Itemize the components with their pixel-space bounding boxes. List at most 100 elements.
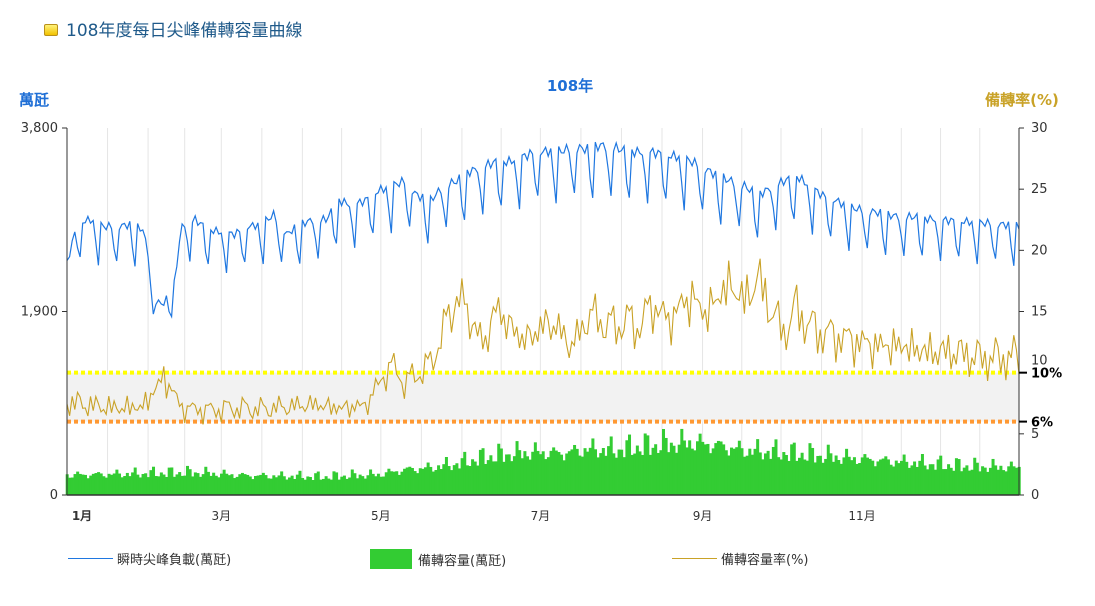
y-right-tick-label-1: 5: [1031, 427, 1039, 442]
page-title: 108年度每日尖峰備轉容量曲線: [66, 21, 303, 41]
bar-reserve-360: [1004, 471, 1008, 495]
legend-item-rate[interactable]: 備轉容量率(%): [672, 549, 809, 568]
chart-header: 108年度每日尖峰備轉容量曲線: [44, 16, 302, 41]
bar-reserve-362: [1009, 461, 1013, 495]
bar-reserve-63: [227, 475, 231, 495]
bar-reserve-10: [89, 475, 93, 495]
bar-reserve-248: [711, 448, 715, 495]
bar-reserve-279: [792, 442, 796, 495]
bar-reserve-127: [395, 471, 399, 495]
bar-reserve-351: [981, 466, 985, 495]
bar-reserve-293: [829, 453, 833, 495]
bar-reserve-5: [76, 471, 80, 495]
bar-reserve-156: [471, 459, 475, 495]
bar-reserve-220: [638, 451, 642, 495]
legend-label-rate: 備轉容量率(%): [721, 553, 809, 568]
y-left-tick-label-2: 3,800: [21, 121, 58, 136]
bar-reserve-130: [403, 468, 407, 495]
bar-reserve-116: [366, 475, 370, 495]
bar-reserve-11: [91, 473, 95, 495]
bar-reserve-33: [149, 470, 153, 495]
legend-item-load[interactable]: 瞬時尖峰負載(萬瓩): [68, 549, 231, 568]
bar-reserve-162: [486, 460, 490, 495]
bar-reserve-75: [259, 474, 263, 495]
bar-reserve-51: [196, 473, 200, 495]
bar-reserve-270: [769, 458, 773, 495]
bar-reserve-88: [293, 478, 297, 495]
bar-reserve-299: [845, 448, 849, 495]
bar-reserve-314: [884, 456, 888, 495]
bar-reserve-214: [622, 457, 626, 495]
bar-reserve-41: [170, 467, 174, 495]
bar-reserve-114: [361, 476, 365, 495]
bar-reserve-137: [421, 468, 425, 495]
bar-reserve-199: [583, 448, 587, 495]
bar-reserve-66: [235, 476, 239, 495]
bar-reserve-100: [324, 476, 328, 495]
bar-reserve-176: [523, 451, 527, 495]
bar-reserve-67: [238, 474, 242, 495]
bar-reserve-221: [641, 454, 645, 495]
legend-item-reserve[interactable]: 備轉容量(萬瓩): [370, 549, 506, 569]
bar-reserve-126: [392, 471, 396, 495]
bar-reserve-140: [429, 466, 433, 495]
bar-reserve-170: [507, 454, 511, 495]
bar-reserve-254: [727, 455, 731, 495]
bar-reserve-61: [222, 469, 226, 495]
bar-reserve-238: [685, 447, 689, 495]
y-right-tick-label-5: 25: [1031, 182, 1048, 197]
bar-reserve-40: [167, 467, 171, 495]
bar-reserve-71: [248, 476, 252, 495]
bar-reserve-278: [790, 444, 794, 495]
bar-reserve-192: [565, 453, 569, 495]
bar-reserve-110: [350, 469, 354, 495]
bar-reserve-42: [172, 476, 176, 495]
bar-reserve-177: [526, 456, 530, 495]
legend-label-reserve: 備轉容量(萬瓩): [418, 553, 507, 569]
bar-reserve-203: [594, 449, 598, 495]
y-right-tick-label-3: 15: [1031, 305, 1048, 320]
bar-reserve-149: [452, 465, 456, 495]
bar-reserve-4: [73, 474, 77, 495]
bar-reserve-305: [860, 457, 864, 495]
bar-reserve-76: [261, 472, 265, 495]
bar-reserve-318: [894, 460, 898, 495]
bar-reserve-6: [78, 473, 82, 495]
bar-reserve-135: [416, 473, 420, 495]
bar-reserve-228: [659, 450, 663, 495]
bar-reserve-306: [863, 454, 867, 495]
bar-reserve-240: [690, 448, 694, 495]
bar-reserve-159: [478, 449, 482, 495]
bar-reserve-119: [374, 476, 378, 495]
bar-reserve-288: [816, 455, 820, 495]
y-axis-left-label: 萬瓩: [19, 91, 49, 109]
bar-reserve-267: [761, 459, 765, 495]
bar-reserve-43: [175, 474, 179, 495]
bar-reserve-64: [230, 474, 234, 495]
bar-reserve-206: [601, 448, 605, 495]
bar-reserve-165: [494, 461, 498, 495]
bar-reserve-285: [808, 443, 812, 495]
bar-reserve-174: [518, 450, 522, 495]
bar-reserve-347: [970, 469, 974, 495]
y-axis-right-label: 備轉率(%): [985, 91, 1059, 109]
bar-reserve-357: [996, 469, 1000, 495]
bar-reserve-7: [81, 474, 85, 495]
bar-reserve-287: [813, 462, 817, 495]
bar-reserve-44: [178, 472, 182, 495]
bar-reserve-154: [465, 465, 469, 495]
bar-reserve-70: [246, 474, 250, 495]
bar-reserve-258: [737, 440, 741, 495]
bar-reserve-338: [947, 464, 951, 495]
bar-reserve-143: [437, 465, 441, 495]
bar-reserve-237: [682, 440, 686, 495]
bar-reserve-151: [458, 468, 462, 495]
bar-reserve-212: [617, 449, 621, 495]
bar-reserve-266: [758, 452, 762, 495]
bar-reserve-353: [986, 471, 990, 495]
bar-reserve-361: [1007, 466, 1011, 495]
bar-reserve-171: [510, 461, 514, 495]
bar-reserve-82: [277, 475, 281, 495]
bar-reserve-80: [272, 475, 276, 495]
bar-reserve-348: [973, 457, 977, 495]
